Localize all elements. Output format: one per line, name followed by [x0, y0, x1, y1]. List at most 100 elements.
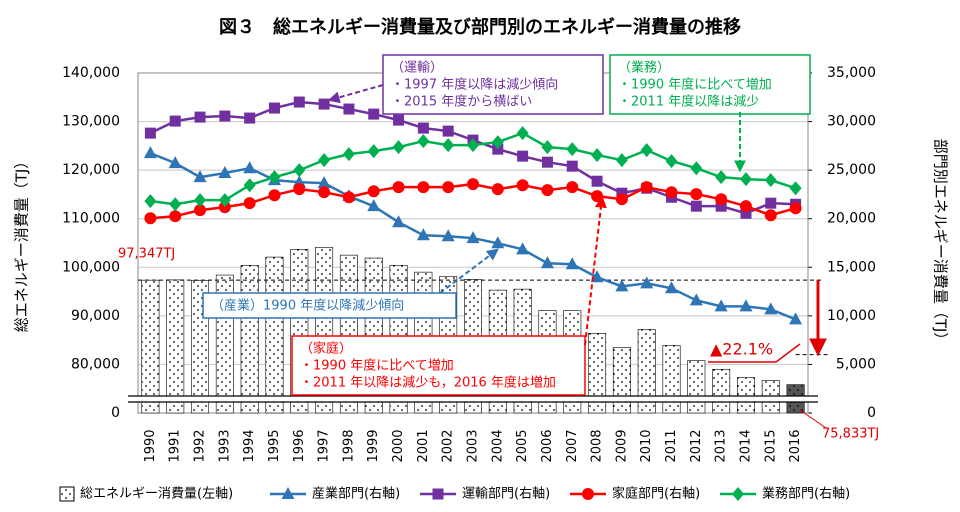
marker [243, 161, 257, 174]
marker [293, 96, 305, 108]
marker [590, 270, 604, 283]
marker [244, 112, 256, 124]
x-tick-label: 2012 [689, 429, 704, 462]
x-tick-label: 1999 [366, 429, 381, 462]
marker [268, 102, 280, 114]
y-tick-label: 130,000 [62, 114, 120, 130]
marker [318, 186, 331, 199]
marker [690, 161, 703, 176]
marker [169, 115, 181, 127]
bar [166, 279, 185, 414]
marker [764, 302, 778, 315]
marker [541, 184, 554, 197]
x-tick-label: 1991 [168, 429, 183, 462]
axis-break [128, 396, 818, 402]
marker [517, 150, 529, 162]
marker [168, 156, 182, 169]
legend-marker [432, 488, 444, 500]
bar [637, 329, 656, 414]
marker [640, 181, 653, 194]
bar [612, 347, 631, 414]
marker [566, 142, 579, 157]
marker [367, 144, 380, 159]
y2-tick-label: 5,000 [836, 356, 876, 372]
annotation-text: ・2011 年度以降は減少 [618, 94, 759, 110]
annotation-box [609, 54, 811, 115]
x-tick-label: 1990 [143, 429, 158, 462]
marker [417, 134, 430, 149]
y2-tick-label: 0 [867, 405, 876, 421]
y2-tick-label: 15,000 [827, 259, 876, 275]
chart-title: 図３ 総エネルギー消費量及び部門別のエネルギー消費量の推移 [219, 16, 741, 38]
legend-marker [582, 488, 594, 500]
marker [665, 186, 678, 199]
marker [740, 207, 752, 219]
y-tick-label: 80,000 [71, 356, 120, 372]
x-tick-label: 1997 [317, 429, 332, 462]
marker [243, 178, 256, 193]
marker [516, 242, 530, 255]
y-tick-label: 100,000 [62, 259, 120, 275]
x-tick-label: 2015 [763, 429, 778, 462]
marker [715, 170, 728, 185]
annotation-text: ・1990 年度に比べて増加 [300, 358, 454, 374]
marker [640, 276, 654, 289]
marker [219, 110, 231, 122]
y-tick-label: 120,000 [62, 162, 120, 178]
marker [591, 148, 604, 163]
annotation-box [291, 335, 586, 396]
x-tick-label: 2000 [391, 429, 406, 462]
marker [764, 209, 777, 222]
marker [144, 212, 157, 225]
legend-label: 業務部門(右軸) [762, 486, 850, 502]
marker [467, 138, 479, 153]
marker [739, 299, 753, 312]
x-tick-label: 2004 [490, 429, 505, 462]
legend-marker [732, 487, 744, 501]
marker [392, 140, 405, 155]
marker [318, 153, 331, 168]
marker [491, 183, 504, 196]
y-tick-label: 90,000 [71, 308, 120, 324]
marker [343, 103, 355, 115]
marker [442, 125, 454, 137]
marker [317, 176, 331, 189]
legend-label: 産業部門(右軸) [312, 486, 400, 502]
marker [318, 98, 330, 110]
x-tick-label: 1995 [267, 429, 282, 462]
marker [715, 200, 727, 212]
marker [540, 256, 554, 269]
x-tick-label: 2002 [441, 429, 456, 462]
marker [640, 143, 653, 158]
marker [268, 189, 281, 202]
change-leader [775, 343, 801, 363]
marker [789, 202, 802, 215]
marker [516, 179, 529, 192]
marker [441, 229, 455, 242]
bar [588, 333, 607, 414]
y-tick-label: 110,000 [62, 211, 120, 227]
legend-label: 総エネルギー消費量(左軸) [80, 487, 233, 502]
annotation-text: （家庭） [300, 341, 352, 357]
bar [662, 345, 681, 414]
marker [368, 108, 380, 120]
marker [789, 181, 802, 196]
marker [342, 191, 355, 204]
marker [143, 146, 157, 159]
y2-tick-label: 30,000 [827, 114, 876, 130]
annotation-arrow [439, 248, 499, 294]
annotation-box [202, 292, 457, 319]
marker [739, 172, 752, 187]
x-tick-label: 2001 [416, 429, 431, 462]
marker [541, 140, 554, 155]
marker [541, 156, 553, 168]
x-tick-label: 1994 [242, 429, 257, 462]
marker [789, 312, 803, 325]
annotation-text: ・2015 年度から横ばい [391, 94, 532, 110]
marker [615, 279, 629, 292]
value-label: 97,347TJ [118, 247, 175, 262]
annotation-arrow [584, 195, 607, 346]
marker [516, 126, 529, 141]
marker [416, 228, 430, 241]
